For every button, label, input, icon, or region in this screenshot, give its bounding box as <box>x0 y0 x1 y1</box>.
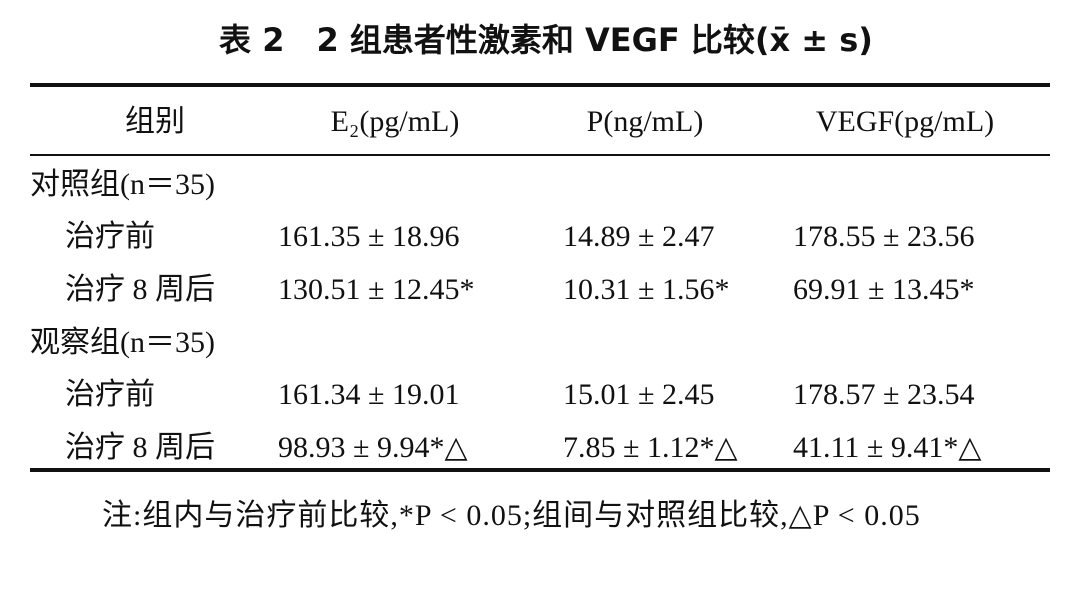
table-note: 注:组内与治疗前比较,*P < 0.05;组间与对照组比较,△P < 0.05 <box>102 499 921 532</box>
column-header: VEGF(pg/mL) <box>815 105 995 138</box>
column-header: E₂(pg/mL) <box>330 105 460 138</box>
row-label: 治疗 8 周后 <box>65 273 215 306</box>
table-cell: 7.85 ± 1.12*△ <box>563 431 738 464</box>
table-cell: 161.34 ± 19.01 <box>278 378 460 411</box>
group-label: 对照组(n＝35) <box>30 168 215 201</box>
header-rule <box>30 154 1050 156</box>
table-cell: 178.55 ± 23.56 <box>793 220 975 253</box>
bottom-rule <box>30 468 1050 472</box>
table-cell: 178.57 ± 23.54 <box>793 378 975 411</box>
table-cell: 161.35 ± 18.96 <box>278 220 460 253</box>
column-header: 组别 <box>125 105 185 138</box>
table-cell: 69.91 ± 13.45* <box>793 273 975 306</box>
table-cell: 98.93 ± 9.94*△ <box>278 431 468 464</box>
row-label: 治疗前 <box>65 378 155 411</box>
top-rule <box>30 83 1050 87</box>
row-label: 治疗 8 周后 <box>65 431 215 464</box>
column-header: P(ng/mL) <box>586 105 704 138</box>
group-label: 观察组(n＝35) <box>30 326 215 359</box>
row-label: 治疗前 <box>65 220 155 253</box>
table-title: 表 2 2 组患者性激素和 VEGF 比较(x̄ ± s) <box>219 21 873 59</box>
table-cell: 15.01 ± 2.45 <box>563 378 715 411</box>
table-cell: 130.51 ± 12.45* <box>278 273 475 306</box>
table-cell: 41.11 ± 9.41*△ <box>793 431 982 464</box>
table-cell: 10.31 ± 1.56* <box>563 273 730 306</box>
table-cell: 14.89 ± 2.47 <box>563 220 715 253</box>
